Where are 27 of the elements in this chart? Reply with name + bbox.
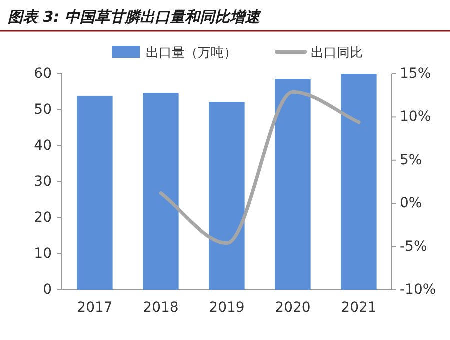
chart-title: 图表 3: 中国草甘膦出口量和同比增速 (8, 8, 262, 26)
y2-tick-label: 15% (400, 66, 432, 82)
y-tick-label: 0 (43, 282, 52, 298)
bar (77, 96, 113, 290)
line-series (159, 90, 361, 246)
y-tick-label: 40 (34, 138, 52, 154)
bar (209, 102, 245, 290)
bar (143, 93, 179, 290)
y-tick-label: 30 (34, 174, 52, 190)
y-tick-label: 50 (34, 102, 52, 118)
legend-label: 出口量（万吨） (146, 46, 237, 61)
x-tick-label: 2017 (77, 300, 113, 316)
y2-tick-label: 0% (400, 196, 422, 212)
x-tick-label: 2021 (341, 300, 377, 316)
x-tick-label: 2019 (209, 300, 245, 316)
y2-tick-label: -5% (400, 238, 428, 255)
legend-label: 出口同比 (311, 46, 363, 61)
bar (341, 74, 377, 290)
y-tick-label: 60 (34, 66, 52, 82)
bar (275, 79, 311, 290)
y2-tick-label: 10% (400, 109, 432, 126)
y2-tick-label: -10% (400, 282, 436, 298)
y-tick-label: 10 (34, 246, 52, 262)
x-tick-label: 2020 (275, 300, 311, 316)
y-tick-label: 20 (34, 210, 52, 226)
x-tick-label: 2018 (143, 300, 179, 316)
y2-tick-label: 5% (400, 152, 422, 168)
